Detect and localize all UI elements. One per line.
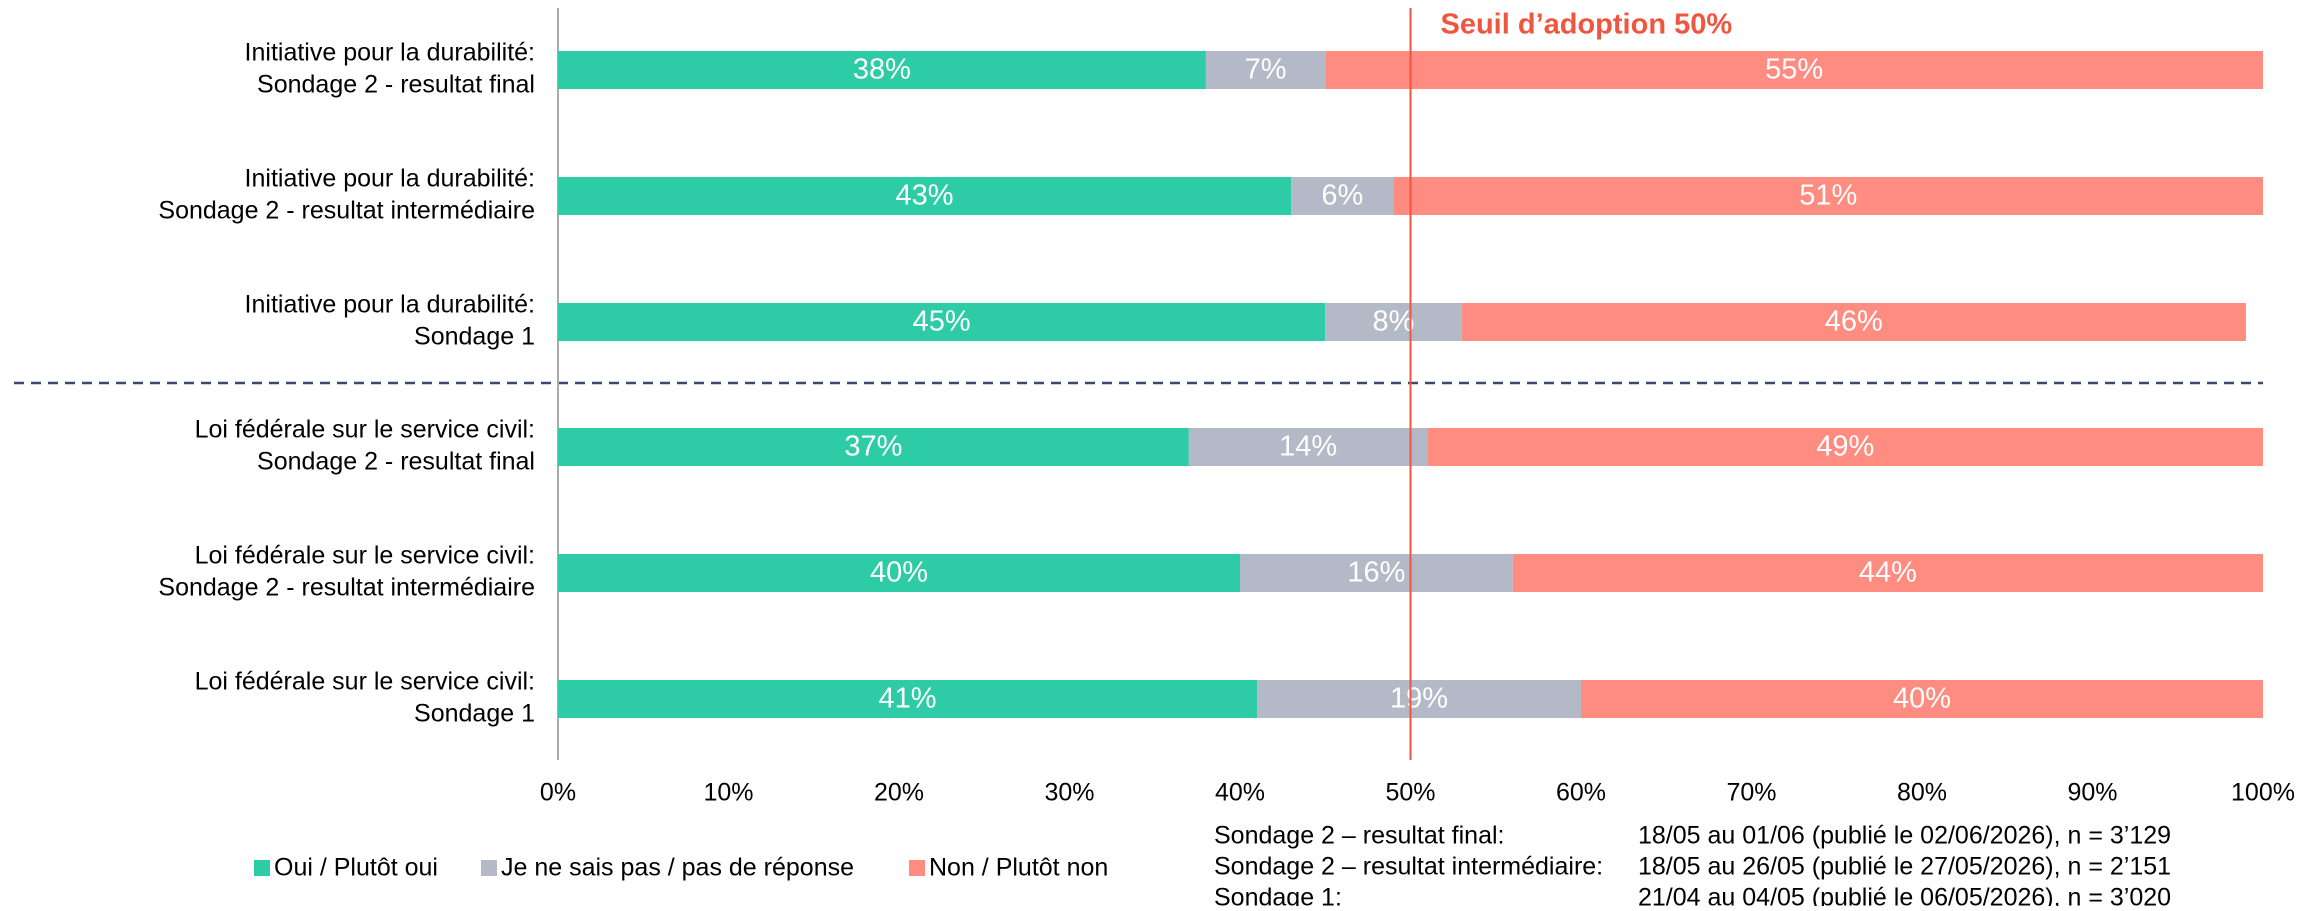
x-tick-label: 40% [1215,779,1265,807]
data-label: 41% [879,683,937,715]
category-label: Initiative pour la durabilité: [245,291,535,319]
legend-label: Oui / Plutôt oui [274,854,438,882]
bar-segment [1581,680,2263,718]
bar-segment [1205,51,1326,89]
category-label: Sondage 2 - resultat final [257,448,535,476]
legend-label: Je ne sais pas / pas de réponse [501,854,854,882]
category-label: Sondage 1 [414,700,535,728]
data-label: 46% [1825,306,1883,338]
data-label: 14% [1279,431,1337,463]
category-label: Sondage 2 - resultat intermédiaire [158,197,535,225]
bar-segment [558,554,1240,592]
data-label: 37% [844,431,902,463]
x-tick-label: 20% [874,779,924,807]
category-label: Sondage 2 - resultat final [257,71,535,99]
bar-segment [558,428,1189,466]
data-label: 19% [1390,683,1448,715]
data-label: 40% [1893,683,1951,715]
bar-segment [558,177,1292,215]
data-label: 51% [1799,180,1857,212]
data-label: 6% [1321,180,1363,212]
data-label: 45% [913,306,971,338]
category-label: Sondage 2 - resultat intermédiaire [158,574,535,602]
legend-swatch [909,860,925,876]
note-text: 18/05 au 26/05 (publié le 27/05/2026), n… [1638,853,2171,881]
bar-segment [1240,554,1513,592]
legend-swatch [481,860,497,876]
note-label: Sondage 2 – resultat final: [1214,822,1504,850]
data-label: 7% [1245,54,1287,86]
x-tick-label: 90% [2067,779,2117,807]
note-label: Sondage 2 – resultat intermédiaire: [1214,853,1603,881]
x-tick-label: 80% [1897,779,1947,807]
category-label: Sondage 1 [414,323,535,351]
bar-segment [1393,177,2263,215]
x-tick-label: 30% [1044,779,1094,807]
bar-segment [1461,303,2246,341]
note-text: 21/04 au 04/05 (publié le 06/05/2026), n… [1638,884,2171,906]
bar-segment [1427,428,2263,466]
data-label: 44% [1859,557,1917,589]
bar-segment [1325,51,2263,89]
bar-segment [558,680,1258,718]
x-tick-label: 10% [703,779,753,807]
legend-swatch [254,860,270,876]
bar-segment [1188,428,1428,466]
category-label: Initiative pour la durabilité: [245,39,535,67]
data-label: 43% [896,180,954,212]
data-label: 16% [1347,557,1405,589]
x-tick-label: 60% [1556,779,1606,807]
category-label: Initiative pour la durabilité: [245,165,535,193]
bar-segment [1291,177,1394,215]
x-tick-label: 70% [1726,779,1776,807]
data-label: 55% [1765,54,1823,86]
category-label: Loi fédérale sur le service civil: [195,668,535,696]
note-text: 18/05 au 01/06 (publié le 02/06/2026), n… [1638,822,2171,850]
legend-label: Non / Plutôt non [929,854,1108,882]
bar-segment [1512,554,2263,592]
x-tick-label: 50% [1385,779,1435,807]
bar-segment [558,303,1326,341]
x-tick-label: 100% [2231,779,2295,807]
category-label: Loi fédérale sur le service civil: [195,542,535,570]
threshold-label: Seuil d’adoption 50% [1441,9,1733,41]
bar-segment [1325,303,1462,341]
data-label: 8% [1372,306,1414,338]
data-label: 49% [1816,431,1874,463]
bar-segment [1257,680,1581,718]
data-label: 40% [870,557,928,589]
note-label: Sondage 1: [1214,884,1342,906]
bar-segment [558,51,1206,89]
category-label: Loi fédérale sur le service civil: [195,416,535,444]
data-label: 38% [853,54,911,86]
x-tick-label: 0% [540,779,576,807]
